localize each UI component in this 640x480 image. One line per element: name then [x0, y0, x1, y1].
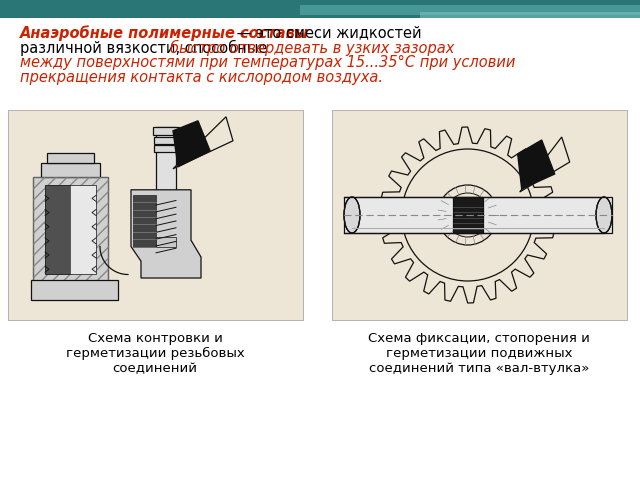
FancyBboxPatch shape [156, 198, 176, 253]
FancyBboxPatch shape [154, 145, 178, 152]
Ellipse shape [596, 197, 612, 233]
FancyBboxPatch shape [0, 18, 640, 480]
FancyBboxPatch shape [47, 153, 94, 163]
Polygon shape [518, 140, 555, 189]
FancyBboxPatch shape [156, 127, 176, 194]
FancyBboxPatch shape [153, 127, 179, 135]
Text: прекращения контакта с кислородом воздуха.: прекращения контакта с кислородом воздух… [20, 70, 383, 85]
FancyBboxPatch shape [41, 163, 100, 177]
FancyBboxPatch shape [156, 237, 176, 247]
FancyBboxPatch shape [344, 197, 612, 233]
FancyBboxPatch shape [300, 5, 640, 15]
Polygon shape [156, 253, 176, 265]
Polygon shape [131, 190, 201, 278]
Ellipse shape [344, 197, 360, 233]
Text: Схема контровки и
герметизации резьбовых
соединений: Схема контровки и герметизации резьбовых… [66, 332, 244, 375]
Text: — это смеси жидкостей: — это смеси жидкостей [232, 25, 422, 40]
FancyBboxPatch shape [0, 0, 640, 18]
Circle shape [438, 185, 498, 245]
FancyBboxPatch shape [154, 137, 179, 144]
FancyBboxPatch shape [8, 110, 303, 320]
FancyBboxPatch shape [452, 197, 483, 233]
FancyBboxPatch shape [332, 110, 627, 320]
Polygon shape [520, 137, 570, 192]
FancyBboxPatch shape [45, 185, 70, 274]
Polygon shape [173, 121, 210, 167]
FancyBboxPatch shape [33, 177, 108, 282]
Text: различной вязкости, способные: различной вязкости, способные [20, 40, 272, 56]
Polygon shape [133, 195, 156, 247]
Text: между поверхностями при температурах 15...35°С при условии: между поверхностями при температурах 15.… [20, 55, 515, 70]
Polygon shape [380, 127, 556, 303]
Text: быстро отвердевать в узких зазорах: быстро отвердевать в узких зазорах [170, 40, 454, 56]
FancyBboxPatch shape [420, 12, 640, 18]
FancyBboxPatch shape [45, 185, 96, 274]
Circle shape [445, 193, 490, 237]
FancyBboxPatch shape [31, 280, 118, 300]
Text: Анаэробные полимерные составы: Анаэробные полимерные составы [20, 25, 309, 41]
Text: Схема фиксации, стопорения и
герметизации подвижных
соединений типа «вал-втулка»: Схема фиксации, стопорения и герметизаци… [368, 332, 590, 375]
Polygon shape [173, 117, 233, 169]
